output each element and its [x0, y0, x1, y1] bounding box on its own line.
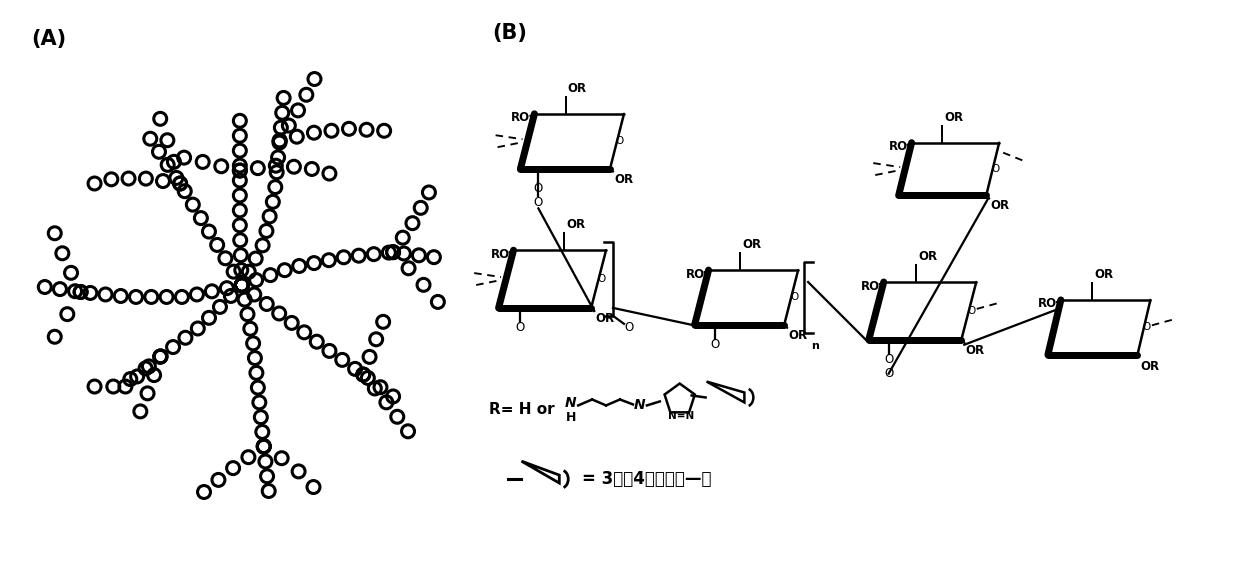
Text: OR: OR	[1141, 359, 1159, 373]
Text: N: N	[564, 396, 577, 411]
Text: O: O	[516, 321, 525, 334]
Text: OR: OR	[614, 172, 634, 186]
Text: = 3代或4代聚酰胺—胺: = 3代或4代聚酰胺—胺	[583, 470, 712, 488]
Text: RO: RO	[511, 112, 531, 124]
Text: OR: OR	[567, 218, 585, 231]
Text: OR: OR	[1094, 268, 1114, 281]
Text: RO: RO	[1038, 297, 1056, 311]
Text: (A): (A)	[31, 29, 66, 49]
Text: O: O	[624, 321, 634, 334]
Text: O: O	[967, 306, 976, 316]
Text: n: n	[811, 341, 818, 351]
Text: O: O	[533, 196, 543, 209]
Text: O: O	[711, 338, 719, 351]
Text: O: O	[1143, 323, 1151, 332]
Text: O: O	[533, 182, 543, 195]
Text: O: O	[790, 293, 799, 302]
Text: R= H or: R= H or	[489, 402, 554, 417]
Text: RO: RO	[490, 248, 510, 260]
Text: O: O	[598, 274, 605, 284]
Text: OR: OR	[595, 312, 614, 325]
Text: OR: OR	[789, 329, 807, 342]
Text: O: O	[884, 353, 893, 366]
Text: N: N	[634, 398, 646, 412]
Text: (B): (B)	[492, 23, 527, 43]
Text: RO: RO	[889, 140, 908, 153]
Text: OR: OR	[991, 200, 1009, 212]
Text: OR: OR	[944, 111, 963, 124]
Text: OR: OR	[742, 238, 761, 251]
Text: N=N: N=N	[667, 411, 694, 421]
Text: OR: OR	[568, 82, 587, 95]
Text: O: O	[992, 164, 999, 174]
Text: H: H	[565, 411, 577, 424]
Text: OR: OR	[918, 250, 937, 263]
Text: O: O	[884, 367, 893, 380]
Text: OR: OR	[965, 344, 985, 356]
Text: RO: RO	[861, 279, 879, 293]
Text: RO: RO	[686, 267, 704, 281]
Text: O: O	[616, 136, 624, 146]
